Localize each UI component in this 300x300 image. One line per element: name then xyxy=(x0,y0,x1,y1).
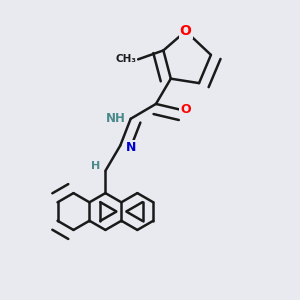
Text: N: N xyxy=(126,140,136,154)
Text: H: H xyxy=(91,161,100,171)
Text: NH: NH xyxy=(106,112,125,125)
Text: O: O xyxy=(180,103,191,116)
Text: O: O xyxy=(180,24,192,38)
Text: CH₃: CH₃ xyxy=(116,54,136,64)
